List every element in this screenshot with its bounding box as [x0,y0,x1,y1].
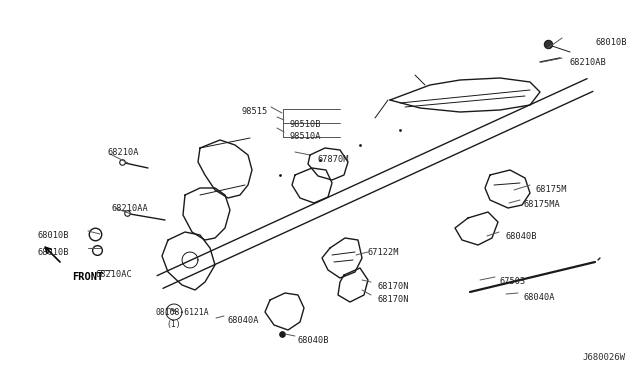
Text: 68010B: 68010B [595,38,627,47]
Text: 68040A: 68040A [227,316,259,325]
Text: 67503: 67503 [500,277,526,286]
Text: 68010B: 68010B [38,231,70,240]
Text: 98510B: 98510B [289,120,321,129]
Text: 68040B: 68040B [297,336,328,345]
Text: 67122M: 67122M [368,248,399,257]
Text: 98515: 98515 [242,107,268,116]
Text: 68210A: 68210A [108,148,140,157]
Text: 68210AC: 68210AC [96,270,132,279]
Text: 68210AA: 68210AA [112,204,148,213]
Text: 68040B: 68040B [505,232,536,241]
Text: 68175MA: 68175MA [524,200,561,209]
Text: 98510A: 98510A [289,132,321,141]
Text: 68010B: 68010B [38,248,70,257]
Text: 68170N: 68170N [378,295,410,304]
Text: 67870M: 67870M [318,155,349,164]
Text: 68170N: 68170N [378,282,410,291]
Text: J680026W: J680026W [582,353,625,362]
Text: (1): (1) [166,320,180,329]
Text: 68040A: 68040A [523,293,554,302]
Text: S: S [172,309,176,315]
Text: 68210AB: 68210AB [570,58,607,67]
Text: 08168-6121A: 08168-6121A [156,308,210,317]
Text: 68175M: 68175M [536,185,568,194]
Text: FRONT: FRONT [72,272,103,282]
